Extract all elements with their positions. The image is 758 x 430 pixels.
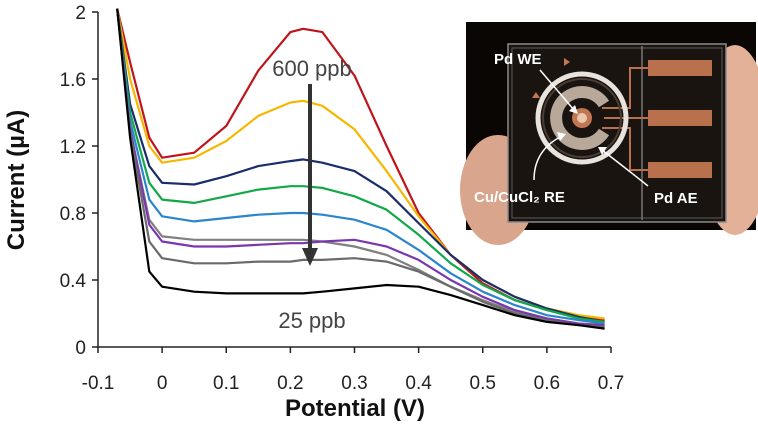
y-tick-label: 0 <box>75 338 86 359</box>
x-tick-label: 0.6 <box>534 373 560 394</box>
x-axis-title: Potential (V) <box>285 395 425 422</box>
concentration-arrow <box>302 84 318 266</box>
x-tick-label: 0.5 <box>470 373 496 394</box>
series-line <box>116 8 605 328</box>
y-tick-label: 0.8 <box>60 204 86 225</box>
series-line <box>116 8 605 327</box>
series-group <box>116 8 605 330</box>
y-tick-label: 0.4 <box>60 271 87 292</box>
y-axis-ticks: 0 0.4 0.8 1.2 1.6 2 <box>60 3 98 359</box>
series-line <box>116 8 605 325</box>
x-axis-ticks: -0.1 0 0.1 0.2 0.3 0.4 0.5 0.6 0.7 <box>82 347 624 394</box>
x-tick-label: 0.2 <box>277 373 303 394</box>
label-600-ppb: 600 ppb <box>272 56 352 81</box>
label-25-ppb: 25 ppb <box>278 308 345 333</box>
x-tick-label: 0.7 <box>598 373 624 394</box>
x-tick-label: 0.4 <box>405 373 432 394</box>
y-tick-label: 1.2 <box>60 137 86 158</box>
inset-photo: Pd WE Cu/CuCl₂ RE Pd AE <box>460 22 758 245</box>
y-tick-label: 2 <box>75 3 86 24</box>
series-line <box>116 8 605 330</box>
series-line <box>116 8 605 323</box>
inset-label-pd-ae: Pd AE <box>654 190 698 207</box>
series-line <box>116 8 605 323</box>
inset-label-cu-re: Cu/CuCl₂ RE <box>474 189 565 206</box>
x-tick-label: -0.1 <box>82 373 115 394</box>
inset-label-pd-we: Pd WE <box>494 51 542 68</box>
y-tick-label: 1.6 <box>60 70 86 91</box>
y-axis-title: Current (µA) <box>3 110 30 250</box>
x-tick-label: 0.3 <box>341 373 367 394</box>
x-tick-label: 0 <box>157 373 168 394</box>
x-tick-label: 0.1 <box>213 373 239 394</box>
